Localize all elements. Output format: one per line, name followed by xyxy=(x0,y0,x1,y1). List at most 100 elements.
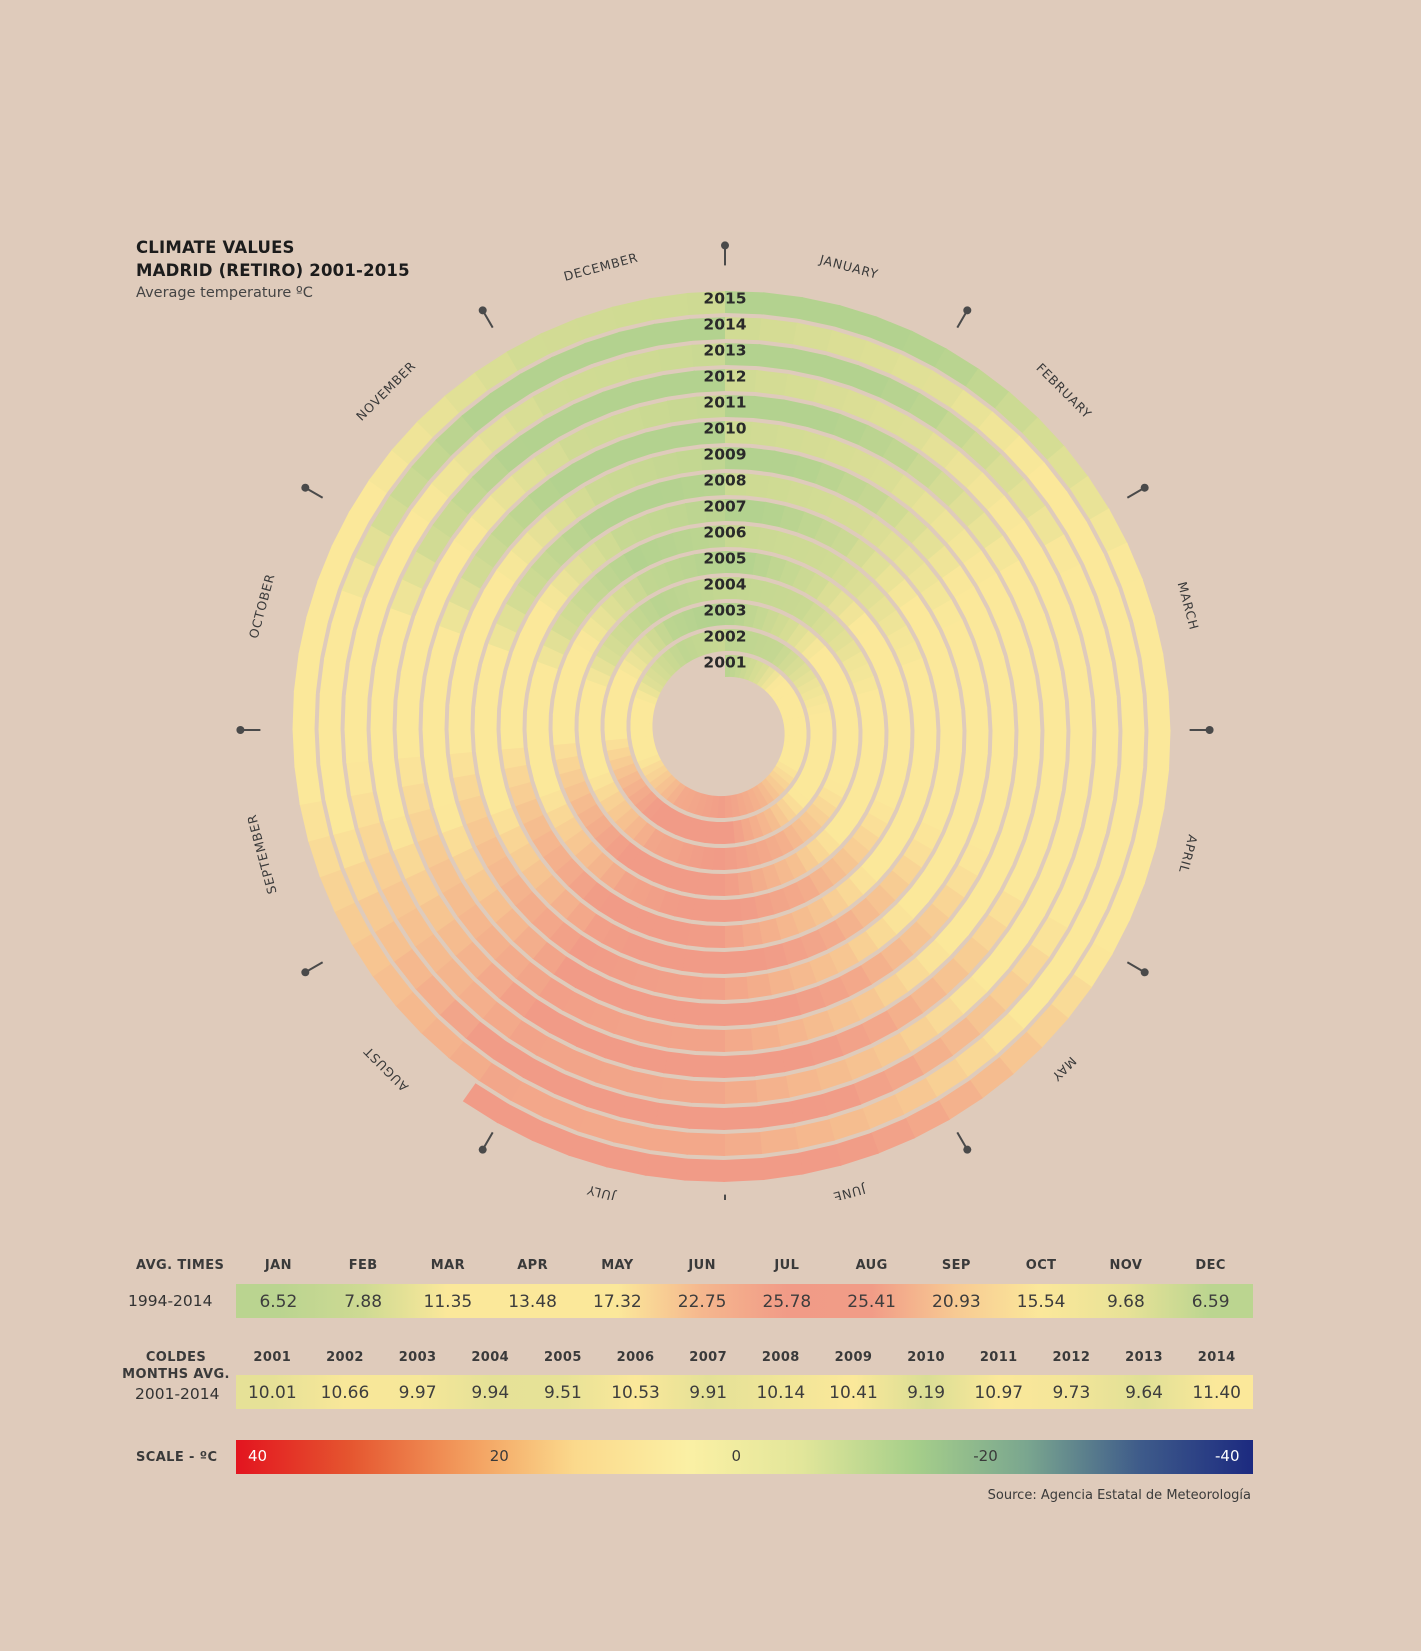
spiral-segment xyxy=(812,795,837,819)
spiral-segment xyxy=(553,742,578,760)
spiral-segment xyxy=(725,499,747,522)
spiral-segment xyxy=(770,613,791,638)
spiral-segment xyxy=(1047,887,1084,930)
spiral-segment xyxy=(1047,445,1089,490)
spiral-segment xyxy=(939,730,963,752)
spiral-segment xyxy=(1025,876,1060,917)
spiral-segment xyxy=(784,1068,822,1098)
spiral-segment xyxy=(860,853,890,883)
spiral-segment xyxy=(1147,730,1171,771)
spiral-segment xyxy=(531,1120,578,1157)
spiral-segment xyxy=(608,553,636,583)
spiral-segment xyxy=(464,1020,507,1060)
spiral-segment xyxy=(628,457,659,487)
spiral-segment xyxy=(803,759,828,777)
spiral-segment xyxy=(1134,803,1165,848)
spiral-segment xyxy=(381,606,412,644)
spiral-segment xyxy=(640,1020,673,1048)
spiral-segment xyxy=(439,600,470,634)
spiral-segment xyxy=(947,529,983,565)
spiral-segment xyxy=(500,709,523,730)
spiral-segment xyxy=(831,560,860,589)
spiral-segment xyxy=(835,639,862,663)
spiral-segment xyxy=(368,850,402,891)
spiral-segment xyxy=(748,660,764,683)
spiral-segment xyxy=(880,377,921,413)
spiral-segment xyxy=(560,599,589,628)
spiral-segment xyxy=(794,630,818,654)
spiral-segment xyxy=(838,601,866,628)
spiral-segment xyxy=(693,1055,725,1078)
spiral-segment xyxy=(963,550,997,586)
spiral-segment xyxy=(886,744,911,764)
spiral-segment xyxy=(775,760,798,779)
spiral-segment xyxy=(911,1037,953,1076)
year-label-2004: 2004 xyxy=(703,576,746,594)
spiral-segment xyxy=(738,656,752,679)
spiral-segment xyxy=(987,495,1025,535)
scale-tick-label: 20 xyxy=(489,1447,509,1465)
spiral-segment xyxy=(851,777,877,799)
spiral-segment xyxy=(924,997,964,1036)
spiral-segment xyxy=(1092,909,1131,956)
avg-month-header: AUG xyxy=(855,1258,888,1273)
spiral-segment xyxy=(411,439,452,481)
spiral-segment xyxy=(984,535,1020,573)
spiral-segment xyxy=(932,668,959,694)
spiral-segment xyxy=(808,711,832,723)
spiral-segment xyxy=(1123,839,1157,885)
spiral-segment xyxy=(466,815,496,847)
spiral-segment xyxy=(534,441,571,476)
spiral-segment xyxy=(637,482,666,511)
spiral-segment xyxy=(599,861,627,890)
month-tick-dot xyxy=(963,1145,972,1154)
spiral-segment xyxy=(645,627,667,652)
coldest-year-value: 9.51 xyxy=(543,1383,582,1403)
spiral-segment xyxy=(584,331,626,364)
spiral-segment xyxy=(984,776,1011,807)
spiral-segment xyxy=(662,370,697,397)
spiral-segment xyxy=(526,729,550,748)
spiral-segment xyxy=(988,890,1023,929)
spiral-segment xyxy=(397,671,423,704)
spiral-segment xyxy=(909,612,940,641)
spiral-segment xyxy=(781,709,805,721)
spiral-segment xyxy=(695,872,713,896)
spiral-segment xyxy=(604,729,628,741)
spiral-segment xyxy=(658,477,686,505)
spiral-segment xyxy=(680,474,706,500)
month-tick-dot xyxy=(721,241,729,250)
spiral-segment xyxy=(705,925,725,948)
spiral-segment xyxy=(471,494,507,532)
year-label-2010: 2010 xyxy=(703,420,746,438)
spiral-segment xyxy=(648,292,691,321)
spiral-segment xyxy=(977,799,1006,831)
spiral-segment xyxy=(562,367,603,401)
spiral-segment xyxy=(568,1134,614,1168)
spiral-segment xyxy=(534,774,561,798)
spiral-segment xyxy=(668,644,687,668)
spiral-segment xyxy=(489,373,532,412)
spiral-segment xyxy=(769,770,790,791)
spiral-segment xyxy=(1038,670,1065,704)
spiral-segment xyxy=(637,681,661,699)
spiral-segment xyxy=(944,451,984,489)
spiral-segment xyxy=(619,1095,660,1125)
spiral-segment xyxy=(852,825,880,852)
spiral-segment xyxy=(472,589,504,622)
chart-header: CLIMATE VALUES MADRID (RETIRO) 2001-2015… xyxy=(136,236,410,301)
spiral-segment xyxy=(642,885,667,912)
spiral-segment xyxy=(614,807,640,832)
spiral-segment xyxy=(519,356,562,394)
spiral-segment xyxy=(764,835,784,861)
spiral-segment xyxy=(775,1018,809,1047)
spiral-segment xyxy=(371,494,409,537)
spiral-segment xyxy=(776,798,797,822)
spiral-segment xyxy=(624,650,648,673)
spiral-segment xyxy=(1062,857,1097,899)
spiral-segment xyxy=(783,656,806,678)
spiral-segment xyxy=(604,718,627,730)
month-tick-dot xyxy=(1140,483,1149,492)
spiral-segment xyxy=(599,790,626,813)
avg-table-label: AVG. TIMES xyxy=(136,1258,225,1273)
